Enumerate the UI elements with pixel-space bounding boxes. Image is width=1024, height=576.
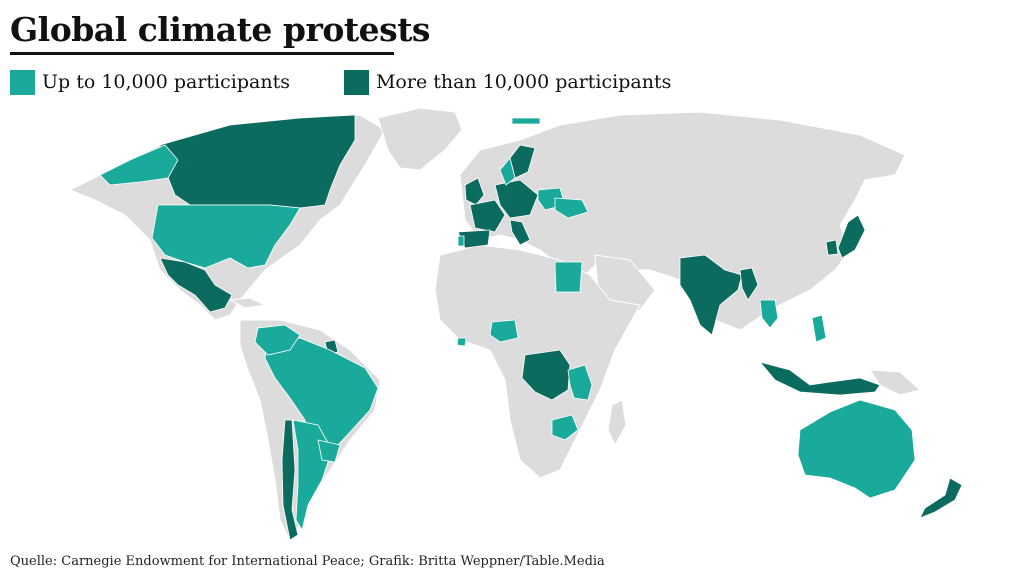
- country-france: [469, 199, 506, 233]
- country-germany-central-europe: [494, 179, 539, 219]
- country-philippines: [811, 314, 827, 343]
- country-new-zealand: [919, 477, 963, 519]
- land-caribbean: [228, 297, 267, 309]
- map-title: Global climate protests: [10, 10, 431, 49]
- country-nigeria: [489, 319, 519, 343]
- country-canada: [159, 114, 356, 209]
- country-alaska: [99, 144, 179, 186]
- country-chile: [281, 419, 299, 540]
- source-credit: Quelle: Carnegie Endowment for Internati…: [10, 554, 605, 569]
- country-ghana: [456, 337, 467, 347]
- country-italy: [509, 219, 531, 246]
- country-usa: [151, 204, 301, 269]
- country-bangladesh-myanmar: [739, 267, 759, 301]
- land-madagascar: [607, 399, 627, 447]
- country-norway: [499, 157, 516, 186]
- country-east-africa: [567, 364, 593, 401]
- legend-swatch-more-than-10000: [343, 69, 369, 95]
- legend-label-more-than-10000: More than 10,000 participants: [375, 71, 672, 93]
- legend-swatch-up-to-10000: [10, 69, 35, 95]
- land-png: [869, 369, 922, 396]
- land-greenland: [377, 107, 463, 171]
- country-thailand: [759, 299, 779, 329]
- legend-item-more-than-10000: More than 10,000 participants: [343, 69, 672, 95]
- country-mexico: [159, 257, 233, 313]
- legend-label-up-to-10000: Up to 10,000 participants: [42, 71, 290, 93]
- country-portugal: [457, 235, 465, 247]
- world-map-svg: [68, 107, 963, 540]
- country-zambia: [551, 414, 579, 441]
- country-india: [679, 254, 743, 336]
- country-ireland-uk: [464, 177, 485, 206]
- country-svalbard: [511, 117, 541, 125]
- country-australia: [797, 399, 916, 499]
- country-indonesia: [758, 361, 881, 396]
- country-colombia-venezuela: [254, 324, 301, 356]
- title-underline: [10, 52, 394, 55]
- country-japan: [837, 214, 866, 259]
- land-eurasia: [459, 111, 906, 331]
- world-map: [0, 100, 1024, 540]
- country-dr-congo: [521, 349, 571, 401]
- country-paraguay-uruguay: [317, 439, 341, 463]
- country-ukraine: [554, 197, 589, 219]
- legend: Up to 10,000 participants More than 10,0…: [10, 68, 725, 96]
- legend-item-up-to-10000: Up to 10,000 participants: [10, 69, 290, 95]
- country-egypt: [554, 261, 583, 293]
- country-south-korea: [825, 239, 839, 256]
